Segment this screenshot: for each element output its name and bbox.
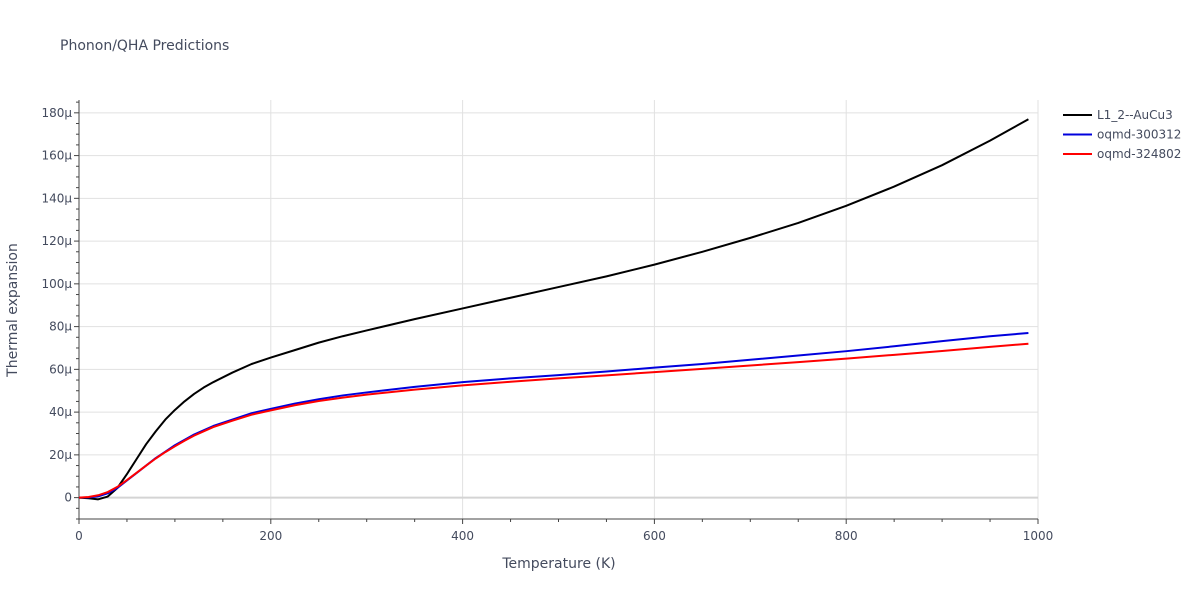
axes: 0 200 400 600 800 1000 0 20μ 40μ 60μ 80μ 100μ 120μ 14… — [41, 100, 1053, 543]
series-line-oqmd-324802[interactable] — [78, 342, 1029, 499]
series-line-oqmd-300312[interactable] — [78, 332, 1029, 499]
legend-label: L1_2--AuCu3 — [1097, 108, 1173, 122]
legend-label: oqmd-300312 — [1097, 128, 1181, 142]
y-tick-label: 120μ — [41, 234, 72, 248]
x-tick-label: 200 — [259, 529, 282, 543]
y-tick-label: 20μ — [49, 448, 72, 462]
y-tick-label: 100μ — [41, 277, 72, 291]
series-line-L1_2--AuCu3[interactable] — [78, 118, 1029, 501]
legend-item[interactable]: oqmd-324802 — [1063, 147, 1181, 161]
series-lines — [78, 118, 1029, 501]
y-tick-label: 40μ — [49, 405, 72, 419]
legend-item[interactable]: L1_2--AuCu3 — [1063, 108, 1173, 122]
x-tick-label: 1000 — [1023, 529, 1054, 543]
y-tick-label: 0 — [64, 491, 72, 505]
y-tick-label: 80μ — [49, 320, 72, 334]
y-tick-label: 60μ — [49, 362, 72, 376]
x-tick-label: 0 — [75, 529, 83, 543]
chart-title: Phonon/QHA Predictions — [60, 38, 229, 54]
y-tick-label: 180μ — [41, 106, 72, 120]
legend-item[interactable]: oqmd-300312 — [1063, 128, 1181, 142]
x-tick-label: 600 — [643, 529, 666, 543]
y-tick-label: 160μ — [41, 149, 72, 163]
x-tick-label: 400 — [451, 529, 474, 543]
y-tick-label: 140μ — [41, 191, 72, 205]
x-tick-label: 800 — [835, 529, 858, 543]
legend[interactable]: L1_2--AuCu3 oqmd-300312 oqmd-324802 — [1063, 108, 1181, 161]
grid-lines — [79, 100, 1039, 519]
legend-label: oqmd-324802 — [1097, 147, 1181, 161]
y-axis-title: Thermal expansion — [5, 243, 21, 378]
x-axis-title: Temperature (K) — [501, 556, 615, 572]
